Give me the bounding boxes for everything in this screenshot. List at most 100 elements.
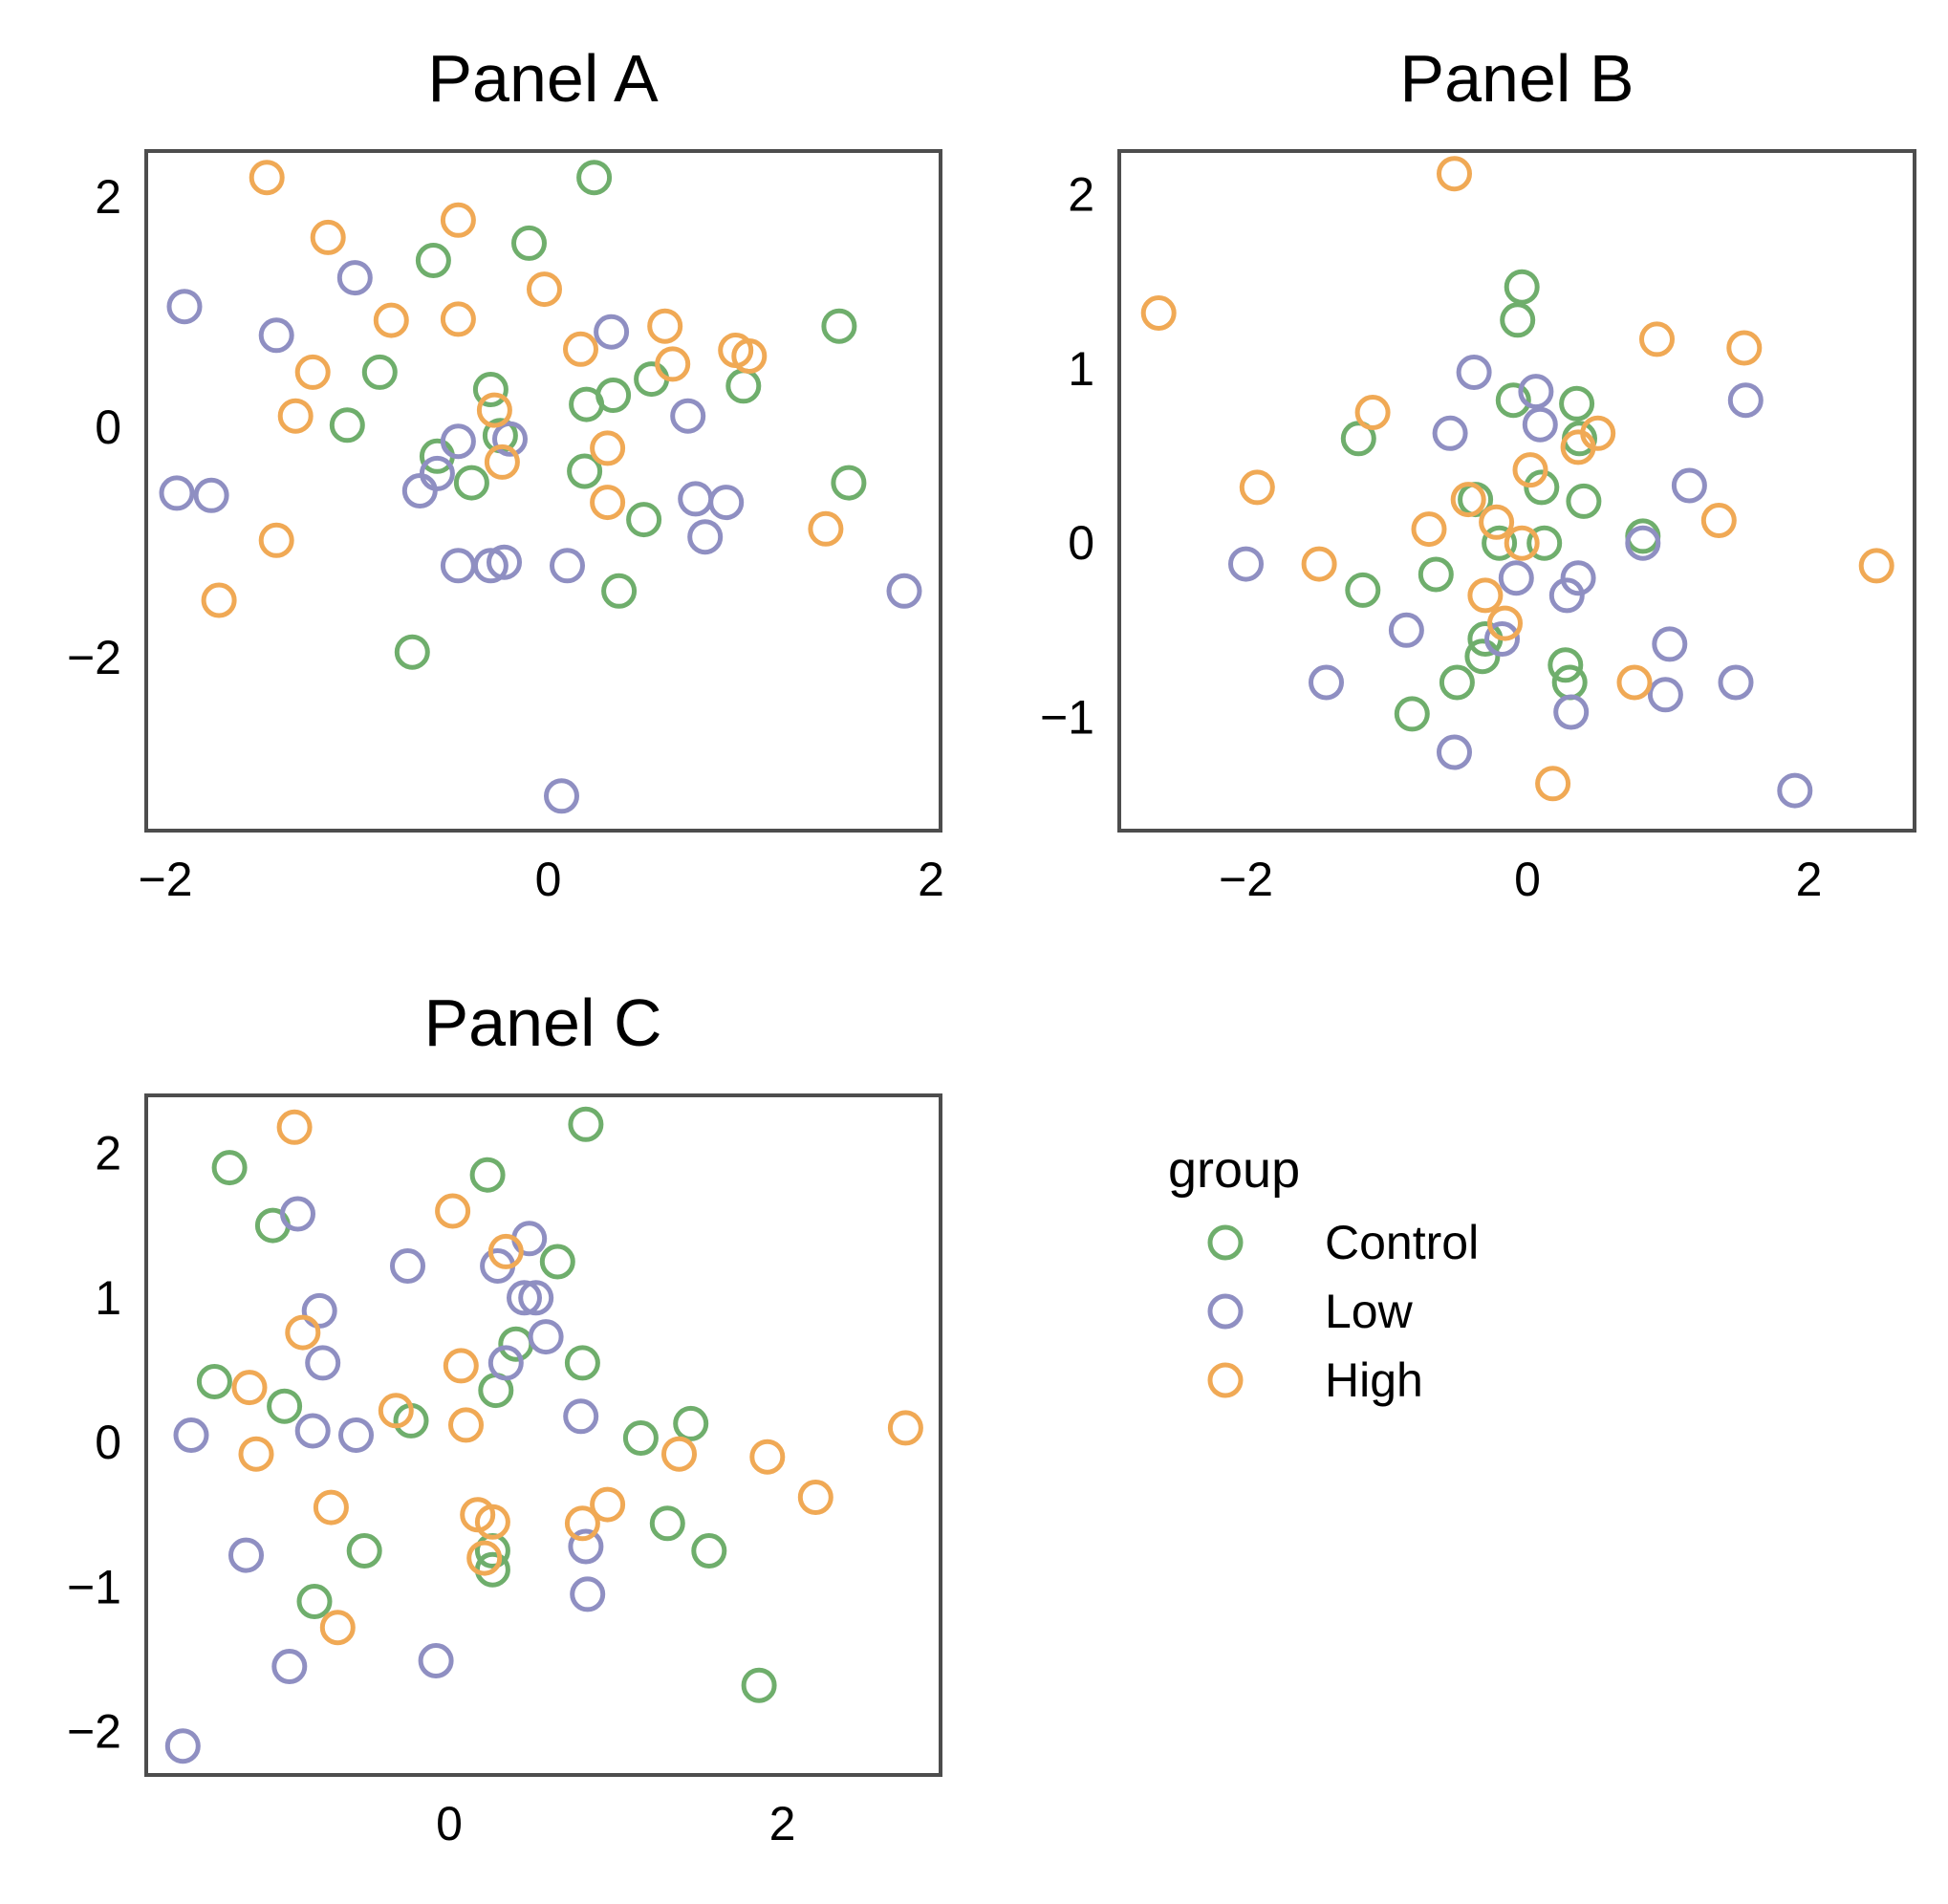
scatter-point bbox=[1616, 664, 1653, 701]
scatter-point bbox=[708, 485, 745, 521]
scatter-point bbox=[1418, 556, 1454, 593]
scatter-point bbox=[678, 481, 714, 517]
scatter-point bbox=[1522, 406, 1558, 443]
scatter-point bbox=[886, 573, 922, 609]
legend: group Control Low High bbox=[1168, 1141, 1479, 1407]
scatter-points bbox=[159, 160, 922, 814]
scatter-point bbox=[1467, 577, 1504, 614]
scatter-point bbox=[1726, 330, 1763, 366]
scatter-point bbox=[1639, 321, 1675, 357]
scatter-point bbox=[564, 1345, 600, 1381]
scatter-point bbox=[415, 243, 451, 278]
scatter-point bbox=[401, 473, 438, 508]
panel-title: Panel A bbox=[427, 41, 659, 116]
panel-title: Panel B bbox=[1399, 41, 1634, 116]
scatter-point bbox=[201, 582, 237, 618]
scatter-point bbox=[1560, 429, 1596, 465]
scatter-point bbox=[1727, 382, 1764, 419]
scatter-point bbox=[601, 573, 638, 609]
scatter-point bbox=[329, 407, 365, 444]
scatter-point bbox=[231, 1370, 268, 1406]
legend-marker bbox=[1207, 1293, 1244, 1330]
scatter-point bbox=[1504, 525, 1540, 561]
scatter-point bbox=[563, 1398, 599, 1435]
scatter-point bbox=[267, 1388, 303, 1424]
y-tick-label: 2 bbox=[95, 170, 121, 224]
scatter-point bbox=[595, 378, 632, 413]
scatter-point bbox=[448, 1407, 484, 1443]
scatter-point bbox=[590, 1486, 626, 1523]
legend-marker bbox=[1207, 1224, 1244, 1261]
scatter-point bbox=[1700, 503, 1737, 538]
scatter-point bbox=[567, 453, 603, 489]
scatter-point bbox=[1535, 766, 1571, 802]
scatter-point bbox=[1548, 647, 1584, 683]
series-control bbox=[1340, 269, 1661, 732]
scatter-point bbox=[1437, 734, 1472, 770]
scatter-point bbox=[173, 1417, 209, 1453]
scatter-point bbox=[1625, 525, 1661, 561]
scatter-point bbox=[1548, 577, 1585, 614]
scatter-point bbox=[336, 260, 373, 296]
scatter-point bbox=[1858, 548, 1894, 584]
scatter-point bbox=[472, 548, 509, 584]
scatter-point bbox=[271, 1649, 308, 1684]
scatter-point bbox=[622, 1420, 659, 1456]
scatter-point bbox=[301, 1292, 337, 1329]
series-low bbox=[159, 260, 922, 814]
y-tick-label: 1 bbox=[95, 1271, 121, 1325]
y-tick-label: 0 bbox=[95, 1416, 121, 1469]
scatter-point bbox=[1518, 374, 1554, 410]
scatter-point bbox=[1498, 560, 1534, 596]
scatter-point bbox=[319, 1610, 356, 1646]
legend-label: Control bbox=[1325, 1216, 1479, 1269]
scatter-point bbox=[749, 1439, 786, 1475]
scatter-point bbox=[1394, 696, 1430, 732]
scatter-point bbox=[1551, 664, 1588, 701]
series-low bbox=[164, 1196, 606, 1764]
scatter-point bbox=[507, 1280, 542, 1316]
series-high bbox=[201, 160, 844, 618]
scatter-point bbox=[484, 444, 520, 480]
scatter-point bbox=[276, 1109, 313, 1145]
scatter-point bbox=[821, 308, 857, 344]
x-tick-label: 0 bbox=[535, 853, 562, 906]
scatter-point bbox=[472, 372, 509, 407]
scatter-point bbox=[1524, 469, 1560, 506]
scatter-point bbox=[1340, 421, 1376, 457]
scatter-point bbox=[1647, 677, 1683, 713]
scatter-point bbox=[1718, 664, 1754, 701]
scatter-point bbox=[492, 421, 528, 457]
scatter-point bbox=[1504, 269, 1540, 305]
scatter-point bbox=[487, 544, 522, 580]
scatter-point bbox=[1484, 621, 1520, 657]
scatter-point bbox=[1456, 355, 1492, 390]
scatter-point bbox=[1777, 772, 1813, 809]
scatter-point bbox=[673, 1405, 709, 1441]
scatter-point bbox=[550, 548, 585, 584]
scatter-point bbox=[1512, 452, 1548, 488]
scatter-point bbox=[1495, 382, 1531, 419]
scatter-point bbox=[626, 502, 662, 538]
scatter-point bbox=[1652, 626, 1688, 662]
y-tick-label: −2 bbox=[67, 1705, 121, 1759]
scatter-point bbox=[568, 1106, 604, 1142]
series-high bbox=[231, 1109, 923, 1646]
scatter-point bbox=[228, 1537, 264, 1573]
scatter-point bbox=[487, 1345, 524, 1381]
scatter-point bbox=[346, 1533, 382, 1569]
y-tick-label: 0 bbox=[1068, 516, 1094, 570]
scatter-point bbox=[469, 1157, 506, 1193]
scatter-point bbox=[570, 1576, 606, 1612]
y-tick-label: 0 bbox=[95, 400, 121, 454]
scatter-point bbox=[166, 289, 203, 325]
panel-title: Panel C bbox=[423, 985, 661, 1060]
scatter-point bbox=[590, 485, 626, 521]
series-low bbox=[1228, 355, 1813, 809]
x-tick-label: 2 bbox=[769, 1797, 796, 1850]
scatter-point bbox=[280, 1196, 315, 1232]
scatter-point bbox=[277, 398, 314, 434]
legend-label: Low bbox=[1325, 1285, 1414, 1338]
scatter-point bbox=[313, 1489, 349, 1525]
legend-item-high: High bbox=[1207, 1353, 1423, 1407]
